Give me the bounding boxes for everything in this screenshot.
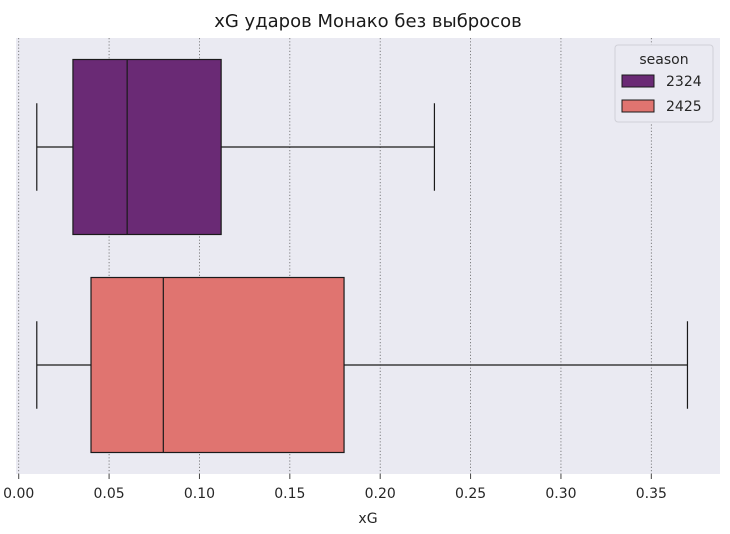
chart-title: xG ударов Монако без выбросов — [214, 11, 522, 32]
x-tick-label: 0.20 — [365, 486, 396, 502]
legend: season 2324 2425 — [614, 44, 714, 123]
x-axis-label: xG — [358, 511, 377, 527]
x-tick-label: 0.00 — [3, 486, 34, 502]
grid-lines — [18, 38, 652, 474]
legend-label-2425: 2425 — [666, 99, 702, 115]
x-tick-label: 0.30 — [545, 486, 576, 502]
legend-title: season — [639, 52, 688, 68]
x-tick-label: 0.25 — [455, 486, 486, 502]
boxes — [36, 58, 689, 454]
box-2324 — [72, 58, 222, 236]
legend-swatch-2425 — [621, 99, 655, 113]
box-2425 — [90, 276, 345, 454]
legend-label-2324: 2324 — [666, 74, 702, 90]
x-ticks: 0.00 0.05 0.10 0.15 0.20 0.25 0.30 0.35 — [3, 474, 667, 502]
x-tick-label: 0.10 — [184, 486, 215, 502]
x-tick-label: 0.15 — [274, 486, 305, 502]
x-tick-label: 0.35 — [636, 486, 667, 502]
x-tick-label: 0.05 — [93, 486, 124, 502]
legend-swatch-2324 — [621, 74, 655, 88]
